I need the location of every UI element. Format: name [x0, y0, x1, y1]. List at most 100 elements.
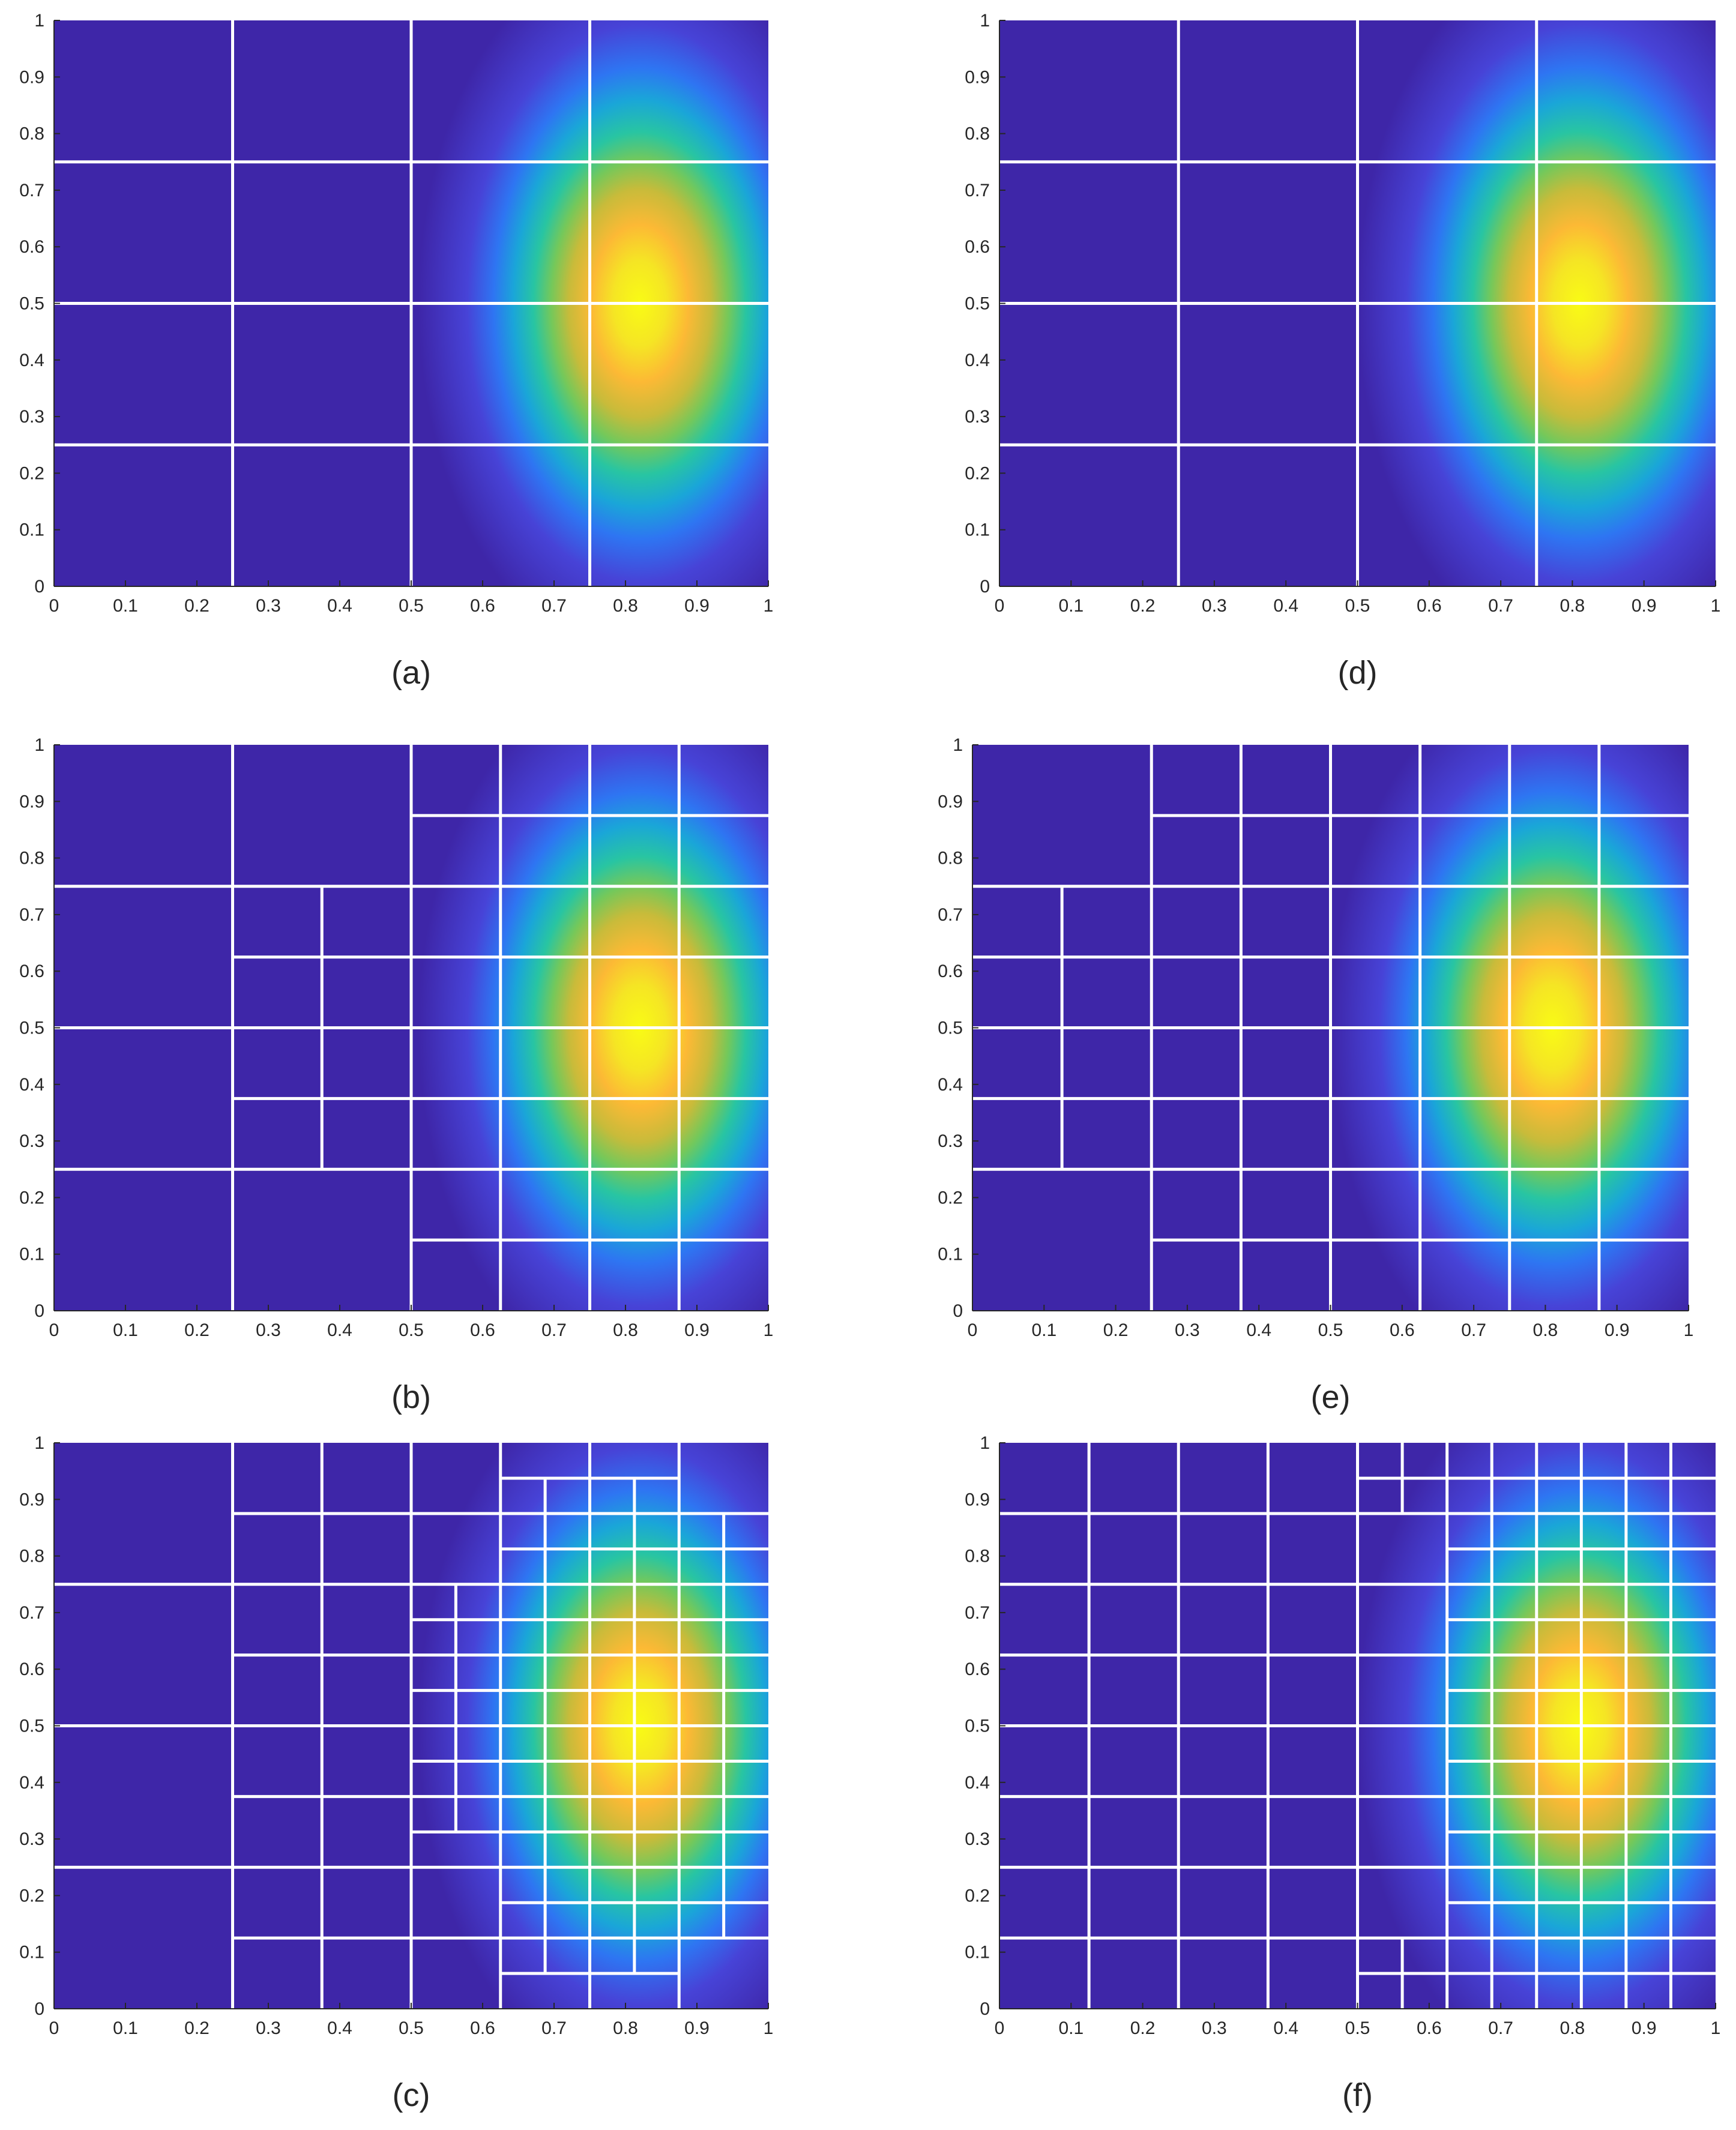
x-tick-label: 1 [1684, 1320, 1694, 1340]
x-tick-label: 1 [1711, 596, 1721, 616]
panel-caption: (c) [393, 2077, 430, 2113]
y-tick-label: 1 [980, 11, 990, 31]
x-tick-label: 0.3 [1202, 2018, 1227, 2038]
y-tick-label: 1 [980, 1433, 990, 1453]
mesh-grid [54, 1443, 768, 2009]
y-tick-label: 0.2 [19, 1886, 44, 1906]
x-tick-label: 0.8 [1560, 596, 1585, 616]
x-tick-label: 0.4 [327, 2018, 352, 2038]
x-tick-label: 0.6 [470, 596, 495, 616]
x-tick-label: 0.7 [1461, 1320, 1486, 1340]
x-tick-label: 0.8 [1560, 2018, 1585, 2038]
y-tick-label: 0.5 [938, 1018, 963, 1038]
y-tick-label: 0.4 [965, 350, 990, 370]
x-tick-label: 0.1 [1058, 2018, 1083, 2038]
mesh-grid [999, 1443, 1716, 2009]
x-tick-label: 0.5 [1318, 1320, 1343, 1340]
x-tick-label: 0.5 [399, 596, 424, 616]
x-tick-label: 0.9 [684, 1320, 710, 1340]
y-tick-label: 0.7 [938, 905, 963, 925]
y-tick-label: 0.9 [938, 792, 963, 811]
x-tick-label: 0.2 [1130, 596, 1156, 616]
y-tick-label: 0.7 [19, 181, 44, 200]
y-tick-label: 0.2 [938, 1188, 963, 1208]
panel-caption: (e) [1311, 1379, 1351, 1415]
x-tick-label: 0.2 [1103, 1320, 1129, 1340]
x-tick-label: 0.1 [113, 2018, 138, 2038]
y-tick-label: 0.6 [19, 237, 44, 257]
x-tick-label: 0.8 [613, 1320, 638, 1340]
x-tick-label: 0 [995, 596, 1005, 616]
x-tick-label: 0.2 [184, 2018, 209, 2038]
x-tick-label: 0.8 [1533, 1320, 1558, 1340]
x-tick-label: 0.1 [1058, 596, 1083, 616]
panel-b: 0 0.1 0.2 0.3 0.4 0.5 0.6 0.7 0.8 0.9 1 0 0.1 0.2 0.3 0… [19, 735, 773, 1415]
y-tick-label: 0.8 [938, 849, 963, 868]
x-tick-label: 0 [49, 596, 59, 616]
x-tick-label: 0.2 [184, 1320, 209, 1340]
y-tick-label: 0.4 [19, 1773, 44, 1793]
x-tick-label: 0 [49, 1320, 59, 1340]
y-tick-label: 0 [34, 1301, 44, 1321]
y-tick-label: 1 [34, 1433, 44, 1453]
y-tick-label: 0.4 [965, 1773, 990, 1793]
y-tick-label: 0.2 [965, 463, 990, 483]
y-tick-label: 0.1 [965, 1943, 990, 1963]
x-tick-label: 0.9 [1632, 2018, 1657, 2038]
x-tick-label: 0.6 [470, 1320, 495, 1340]
panel-c: 0 0.1 0.2 0.3 0.4 0.5 0.6 0.7 0.8 0.9 1 0 0.1 0.2 0.3 0… [19, 1433, 773, 2113]
y-tick-label: 0.6 [19, 961, 44, 981]
y-tick-label: 0.5 [965, 1716, 990, 1736]
mesh-grid [54, 745, 768, 1311]
mesh-grid [999, 20, 1716, 586]
y-tick-label: 0.3 [938, 1131, 963, 1151]
y-tick-label: 0 [980, 1999, 990, 2019]
y-tick-label: 0.9 [19, 1490, 44, 1509]
y-tick-label: 0.5 [19, 1018, 44, 1038]
y-tick-label: 0.2 [19, 1188, 44, 1208]
mesh-grid [972, 745, 1689, 1311]
y-tick-label: 0.1 [938, 1245, 963, 1265]
x-tick-label: 0.4 [1273, 596, 1298, 616]
y-tick-label: 0.7 [965, 1603, 990, 1623]
y-tick-label: 0.8 [19, 1547, 44, 1566]
y-tick-label: 0 [34, 1999, 44, 2019]
y-tick-label: 0.4 [19, 1075, 44, 1095]
y-tick-label: 1 [953, 735, 963, 755]
x-tick-label: 0.9 [684, 2018, 710, 2038]
x-tick-label: 0.4 [327, 596, 352, 616]
x-tick-label: 0.7 [541, 2018, 567, 2038]
x-tick-label: 0.5 [1345, 2018, 1370, 2038]
x-tick-label: 0.1 [1031, 1320, 1056, 1340]
x-tick-label: 1 [764, 2018, 774, 2038]
x-tick-label: 1 [1711, 2018, 1721, 2038]
x-tick-label: 0.1 [113, 596, 138, 616]
y-tick-label: 0.9 [965, 1490, 990, 1509]
x-tick-label: 0.3 [1202, 596, 1227, 616]
x-tick-label: 0.1 [113, 1320, 138, 1340]
x-tick-label: 0.8 [613, 596, 638, 616]
x-tick-label: 0 [49, 2018, 59, 2038]
y-tick-label: 0.6 [965, 1659, 990, 1679]
x-tick-label: 0.7 [541, 1320, 567, 1340]
x-tick-label: 0.4 [1246, 1320, 1271, 1340]
y-tick-label: 0.8 [965, 124, 990, 144]
y-tick-label: 0.1 [965, 520, 990, 540]
y-tick-label: 0.8 [19, 849, 44, 868]
x-tick-label: 0.4 [327, 1320, 352, 1340]
x-tick-label: 0.6 [1417, 596, 1442, 616]
x-tick-label: 0.9 [684, 596, 710, 616]
panel-f: 0 0.1 0.2 0.3 0.4 0.5 0.6 0.7 0.8 0.9 1 0 0.1 0.2 0.3 0… [965, 1433, 1720, 2113]
y-tick-label: 0.5 [965, 294, 990, 314]
x-tick-label: 0.2 [1130, 2018, 1156, 2038]
y-tick-label: 0.3 [965, 407, 990, 427]
y-tick-label: 0.7 [19, 905, 44, 925]
x-tick-label: 0.3 [256, 596, 281, 616]
panel-a: 0 0.1 0.2 0.3 0.4 0.5 0.6 0.7 0.8 0.9 1 0 0.1 0.2 0.3 0… [19, 11, 773, 691]
x-tick-label: 0.8 [613, 2018, 638, 2038]
y-tick-label: 1 [34, 735, 44, 755]
mesh-grid [54, 20, 768, 586]
panel-container: 0 0.1 0.2 0.3 0.4 0.5 0.6 0.7 0.8 0.9 1 0 0.1 0.2 0.3 0… [19, 11, 1720, 2113]
x-tick-label: 0.5 [399, 2018, 424, 2038]
